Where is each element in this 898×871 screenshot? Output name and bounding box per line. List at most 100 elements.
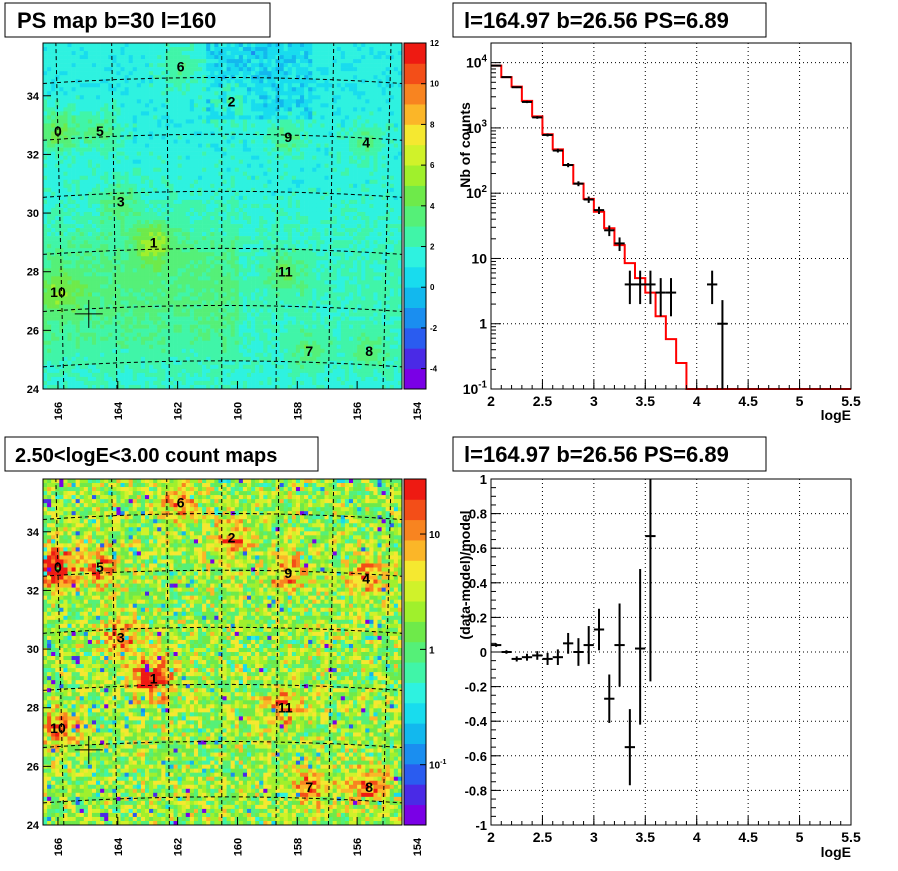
map-cell bbox=[247, 156, 251, 160]
map-cell bbox=[308, 172, 312, 176]
map-cell bbox=[182, 232, 186, 236]
map-cell bbox=[149, 83, 153, 87]
map-cell bbox=[137, 127, 141, 131]
map-cell bbox=[382, 152, 386, 156]
map-cell bbox=[92, 200, 96, 204]
map-cell bbox=[267, 91, 271, 95]
map-cell bbox=[255, 123, 259, 127]
map-cell bbox=[190, 268, 194, 272]
map-cell bbox=[324, 55, 328, 59]
map-cell bbox=[125, 180, 129, 184]
map-cell bbox=[308, 160, 312, 164]
map-cell bbox=[169, 43, 173, 47]
map-cell bbox=[353, 103, 357, 107]
map-cell bbox=[137, 95, 141, 99]
map-cell bbox=[59, 172, 63, 176]
map-cell bbox=[320, 47, 324, 51]
map-cell bbox=[320, 55, 324, 59]
map-cell bbox=[67, 196, 71, 200]
map-cell bbox=[210, 136, 214, 140]
map-cell bbox=[292, 127, 296, 131]
map-cell bbox=[373, 248, 377, 252]
map-cell bbox=[231, 184, 235, 188]
map-cell bbox=[96, 43, 100, 47]
map-cell bbox=[47, 248, 51, 252]
map-cell bbox=[259, 204, 263, 208]
map-cell bbox=[141, 208, 145, 212]
map-cell bbox=[55, 264, 59, 268]
map-cell bbox=[231, 252, 235, 256]
map-cell bbox=[59, 87, 63, 91]
map-cell bbox=[304, 184, 308, 188]
map-cell bbox=[76, 132, 80, 136]
map-cell bbox=[104, 123, 108, 127]
map-cell bbox=[373, 103, 377, 107]
map-cell bbox=[304, 127, 308, 131]
map-cell bbox=[51, 192, 55, 196]
map-cell bbox=[190, 63, 194, 67]
map-cell bbox=[320, 252, 324, 256]
map-cell bbox=[369, 107, 373, 111]
map-cell bbox=[365, 87, 369, 91]
map-cell bbox=[84, 196, 88, 200]
map-cell bbox=[223, 91, 227, 95]
map-cell bbox=[80, 156, 84, 160]
map-cell bbox=[267, 192, 271, 196]
map-cell bbox=[378, 188, 382, 192]
map-cell bbox=[149, 79, 153, 83]
map-cell bbox=[324, 168, 328, 172]
map-cell bbox=[186, 180, 190, 184]
map-cell bbox=[137, 200, 141, 204]
map-cell bbox=[198, 79, 202, 83]
map-cell bbox=[47, 47, 51, 51]
map-cell bbox=[72, 196, 76, 200]
map-cell bbox=[365, 115, 369, 119]
map-cell bbox=[271, 119, 275, 123]
map-cell bbox=[174, 83, 178, 87]
map-cell bbox=[378, 47, 382, 51]
map-cell bbox=[108, 180, 112, 184]
map-cell bbox=[51, 91, 55, 95]
map-cell bbox=[84, 232, 88, 236]
map-cell bbox=[59, 95, 63, 99]
map-cell bbox=[80, 244, 84, 248]
map-cell bbox=[133, 252, 137, 256]
map-cell bbox=[80, 268, 84, 272]
map-cell bbox=[235, 43, 239, 47]
map-cell bbox=[47, 216, 51, 220]
map-cell bbox=[80, 127, 84, 131]
map-cell bbox=[353, 252, 357, 256]
map-cell bbox=[153, 55, 157, 59]
map-cell bbox=[51, 248, 55, 252]
map-cell bbox=[382, 59, 386, 63]
map-cell bbox=[92, 240, 96, 244]
map-cell bbox=[96, 51, 100, 55]
map-cell bbox=[157, 252, 161, 256]
map-cell bbox=[345, 216, 349, 220]
map-cell bbox=[88, 224, 92, 228]
map-cell bbox=[121, 95, 125, 99]
map-cell bbox=[116, 264, 120, 268]
map-cell bbox=[345, 176, 349, 180]
map-cell bbox=[174, 232, 178, 236]
map-cell bbox=[129, 172, 133, 176]
map-cell bbox=[194, 228, 198, 232]
map-cell bbox=[43, 99, 47, 103]
map-cell bbox=[243, 140, 247, 144]
map-cell bbox=[333, 216, 337, 220]
map-cell bbox=[239, 55, 243, 59]
map-cell bbox=[280, 224, 284, 228]
map-cell bbox=[239, 228, 243, 232]
map-cell bbox=[67, 180, 71, 184]
map-cell bbox=[202, 127, 206, 131]
map-cell bbox=[59, 59, 63, 63]
map-cell bbox=[153, 264, 157, 268]
map-cell bbox=[80, 236, 84, 240]
map-cell bbox=[361, 87, 365, 91]
map-cell bbox=[251, 220, 255, 224]
map-cell bbox=[92, 71, 96, 75]
map-cell bbox=[96, 55, 100, 59]
map-cell bbox=[267, 164, 271, 168]
map-cell bbox=[67, 204, 71, 208]
map-cell bbox=[76, 232, 80, 236]
